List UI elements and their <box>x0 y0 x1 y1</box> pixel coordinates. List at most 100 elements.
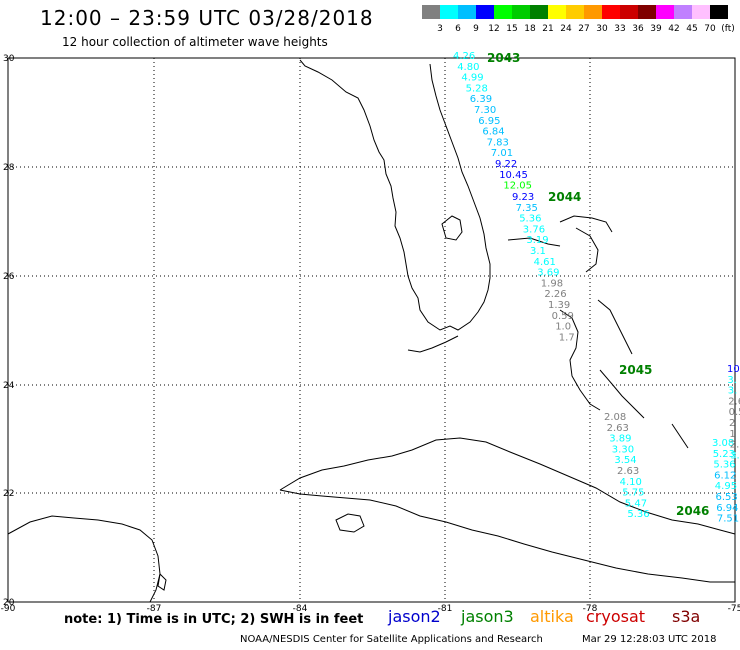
scale-swatch <box>512 5 530 19</box>
wave-height-value: 3.76 <box>523 224 545 235</box>
wave-height-value: 3.89 <box>609 434 631 445</box>
scale-swatch <box>674 5 692 19</box>
wave-height-value: 3.54 <box>614 455 636 466</box>
pass-number-label: 2046 <box>676 504 709 518</box>
wave-height-value: 12.05 <box>503 181 532 192</box>
wave-height-value: 3.30 <box>612 444 634 455</box>
wave-height-value: 6.95 <box>478 116 500 127</box>
scale-swatch <box>530 5 548 19</box>
wave-height-value: 0.5 <box>729 407 740 418</box>
wave-height-value: 7.51 <box>717 514 739 525</box>
longitude-label: -87 <box>147 604 162 614</box>
scale-label: 27 <box>578 24 590 34</box>
wave-height-value: 10 <box>727 364 740 375</box>
footer-note: note: 1) Time is in UTC; 2) SWH is in fe… <box>64 612 364 627</box>
scale-label: 6 <box>455 24 461 34</box>
wave-height-value: 2.08 <box>604 412 626 423</box>
longitude-label: -84 <box>293 604 308 614</box>
wave-height-value: 4.99 <box>461 73 483 84</box>
generation-timestamp: Mar 29 12:28:03 UTC 2018 <box>582 634 717 645</box>
grand-bahama <box>507 237 561 247</box>
pass-number-label: 2045 <box>619 363 652 377</box>
wave-height-value: 6.39 <box>470 94 492 105</box>
cozumel <box>157 572 167 591</box>
wave-height-value: 5.23 <box>713 449 735 460</box>
wave-height-value: 4.10 <box>620 477 642 488</box>
wave-height-value: 2.63 <box>607 423 629 434</box>
wave-height-value: 2.6 <box>728 396 740 407</box>
wave-height-value: 2.9 <box>730 440 740 451</box>
credit-line: NOAA/NESDIS Center for Satellite Applica… <box>240 634 543 645</box>
wave-height-value: 2 <box>729 418 735 429</box>
northeast-coast <box>559 215 613 233</box>
wave-height-value: 3.19 <box>526 235 548 246</box>
scale-swatch <box>638 5 656 19</box>
wave-height-value: 1.0 <box>555 322 571 333</box>
wave-height-value: 6.53 <box>716 492 738 503</box>
florida-coastline <box>299 59 491 331</box>
longitude-labels: -90 -87 -84 -81 -78 -75 <box>1 604 740 614</box>
wave-height-value: 4.95 <box>715 481 737 492</box>
scale-swatch <box>602 5 620 19</box>
scale-label: 24 <box>560 24 572 34</box>
wave-height-value: 6.12 <box>714 470 736 481</box>
page-title: 12:00 – 23:59 UTC 03/28/2018 <box>40 6 374 30</box>
wave-height-value: 3.1 <box>530 246 546 257</box>
exuma-chain <box>599 369 645 419</box>
scale-swatch <box>692 5 710 19</box>
altimeter-tracks: 4.264.804.995.286.397.306.956.847.837.01… <box>453 51 740 525</box>
scale-label: 15 <box>506 24 518 34</box>
scale-label: 39 <box>650 24 662 34</box>
wave-height-value: 5.47 <box>625 498 647 509</box>
wave-height-value: 3. <box>727 375 737 386</box>
latitude-label: 22 <box>3 489 14 499</box>
florida-keys <box>407 335 459 353</box>
pass-number-label: 2043 <box>487 51 520 65</box>
wave-height-value: 2.26 <box>544 289 566 300</box>
wave-height-value: 7.83 <box>487 137 509 148</box>
wave-height-value: 5.36 <box>519 214 541 225</box>
wave-height-value: 3.69 <box>537 268 559 279</box>
satellite-legend-item: jason3 <box>461 607 514 626</box>
scale-swatch <box>656 5 674 19</box>
wave-height-value: 7.30 <box>474 105 496 116</box>
scale-swatch <box>710 5 728 19</box>
latitude-label: 26 <box>3 272 15 282</box>
lat-lon-grid <box>8 58 735 602</box>
page-subtitle: 12 hour collection of altimeter wave hei… <box>62 35 328 49</box>
wave-height-value: 4.26 <box>453 51 475 62</box>
scale-label: 45 <box>686 24 698 34</box>
wave-height-value: 10.45 <box>499 170 528 181</box>
wave-height-value: 9.23 <box>512 192 534 203</box>
wave-height-value: 1 <box>729 429 735 440</box>
scale-swatch <box>584 5 602 19</box>
eleuthera <box>597 299 633 355</box>
wave-height-value: 5.36 <box>713 460 735 471</box>
scale-label: 21 <box>542 24 554 34</box>
satellite-legend-item: altika <box>530 607 574 626</box>
longitude-label: -90 <box>1 604 16 614</box>
wave-height-value: 3. <box>728 386 738 397</box>
longitude-label: -81 <box>438 604 453 614</box>
latitude-labels: 30 28 26 24 22 20 <box>3 54 15 608</box>
wave-height-value: 9.22 <box>495 159 517 170</box>
scale-label: 12 <box>488 24 500 34</box>
satellite-legend-item: cryosat <box>586 607 646 626</box>
wave-height-value: 6.94 <box>716 503 738 514</box>
wave-height-value: 5.75 <box>622 488 644 499</box>
wave-height-value: 2.63 <box>617 466 639 477</box>
latitude-label: 30 <box>3 54 15 64</box>
wave-height-value: 4.61 <box>534 257 556 268</box>
scale-label: 9 <box>473 24 479 34</box>
scale-swatch <box>422 5 440 19</box>
scale-swatch <box>566 5 584 19</box>
wave-height-value: 5.36 <box>627 509 649 520</box>
scale-label: 70 <box>704 24 716 34</box>
wave-height-value: 3.7 <box>730 450 740 461</box>
scale-swatch <box>494 5 512 19</box>
andros <box>559 309 601 411</box>
scale-label: (ft) <box>721 24 735 34</box>
scale-label: 30 <box>596 24 608 34</box>
wave-height-value: 6.84 <box>482 127 504 138</box>
